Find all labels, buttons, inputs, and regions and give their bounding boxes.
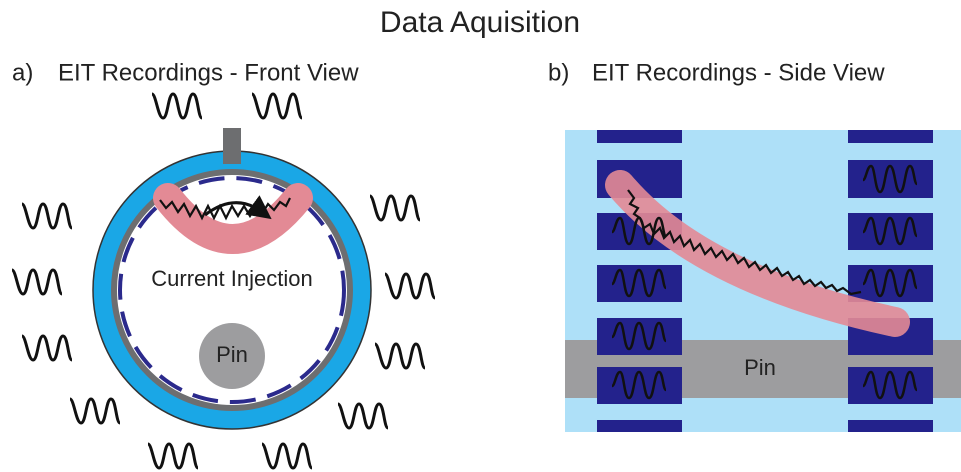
wave xyxy=(10,268,64,296)
arrow xyxy=(204,195,272,220)
wave xyxy=(68,397,122,425)
wave xyxy=(260,442,314,470)
panel-label: a) xyxy=(12,59,33,86)
pin xyxy=(199,323,265,389)
wave xyxy=(146,442,200,470)
connector xyxy=(223,128,241,164)
current-path xyxy=(153,183,313,254)
gray-ring xyxy=(111,169,353,411)
annotation: Current Injection xyxy=(151,266,312,291)
title: Data Aquisition xyxy=(380,6,580,39)
signal xyxy=(627,189,862,296)
panel-label: b) xyxy=(548,59,569,86)
wave xyxy=(250,92,304,120)
panel-title: EIT Recordings - Side View xyxy=(592,59,885,86)
side-view: Pin xyxy=(565,130,961,432)
wave xyxy=(20,202,74,230)
wave xyxy=(383,272,437,300)
wave xyxy=(368,194,422,222)
wave xyxy=(373,342,427,370)
annotation: Pin xyxy=(216,342,248,367)
wave xyxy=(20,334,74,362)
wave xyxy=(336,402,390,430)
electrodes xyxy=(118,176,346,404)
wave xyxy=(150,92,204,120)
annotation: Pin xyxy=(744,355,776,380)
panel-title: EIT Recordings - Front View xyxy=(58,59,359,86)
current-path xyxy=(605,170,910,337)
front-view: Current Injection Pin xyxy=(92,128,372,430)
